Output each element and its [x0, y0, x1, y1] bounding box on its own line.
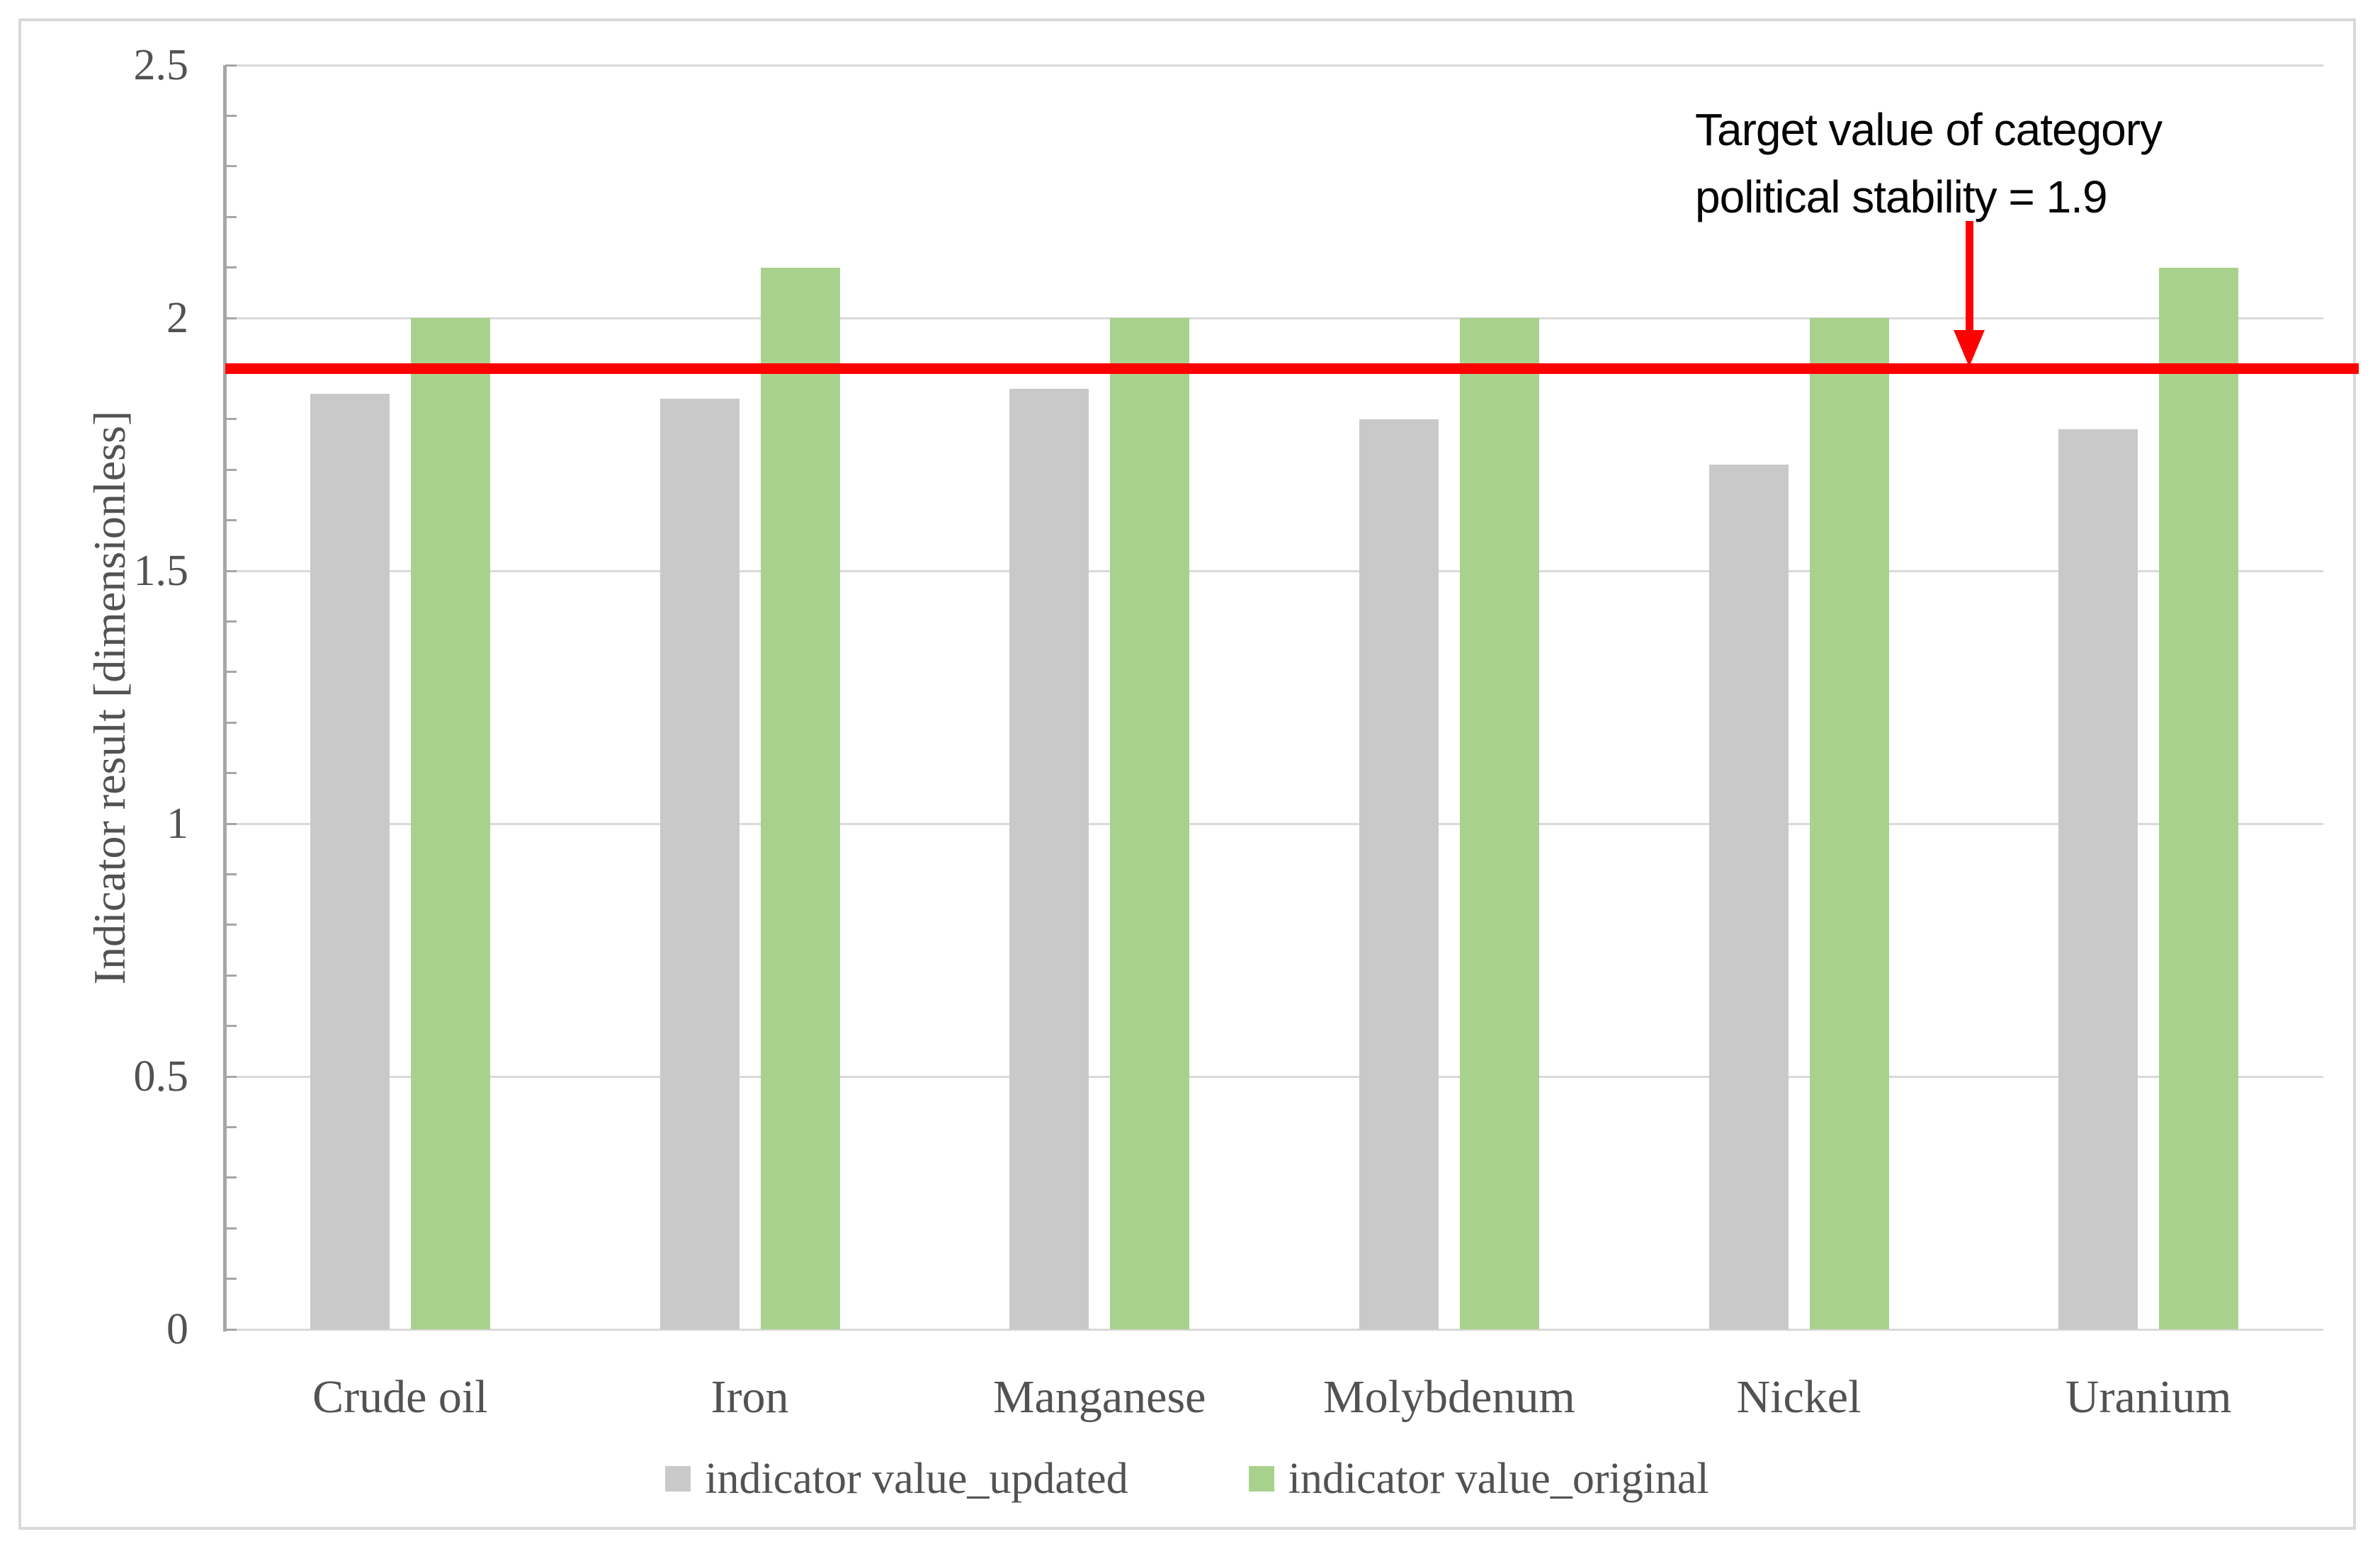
legend-swatch-original-icon: [1248, 1466, 1274, 1492]
bar-updated-manganese: [1009, 388, 1089, 1329]
bar-updated-nickel: [1708, 465, 1789, 1329]
category-label: Crude oil: [312, 1371, 488, 1423]
y-minor-tick: [225, 114, 237, 117]
y-tick-label: 1: [166, 800, 188, 848]
gridline: [225, 317, 2323, 319]
target-value-line: [225, 363, 2359, 375]
bar-updated-crude-oil: [310, 394, 390, 1329]
y-minor-tick: [225, 317, 237, 319]
y-minor-tick: [225, 1278, 237, 1280]
y-minor-tick: [225, 822, 237, 825]
gridline: [225, 569, 2323, 572]
bar-updated-iron: [659, 399, 740, 1329]
category-label: Iron: [710, 1371, 789, 1423]
y-minor-tick: [225, 418, 237, 421]
annotation-arrow-shaft: [1966, 221, 1973, 336]
y-minor-tick: [225, 873, 237, 875]
category-label: Nickel: [1736, 1371, 1862, 1423]
y-axis-title: Indicator result [dimensionless]: [84, 410, 135, 985]
annotation-line-1: Target value of category: [1695, 104, 2163, 155]
y-minor-tick: [225, 1176, 237, 1179]
y-tick-label: 0: [166, 1305, 188, 1353]
y-minor-tick: [225, 721, 237, 724]
y-minor-tick: [225, 620, 237, 623]
y-minor-tick: [225, 64, 237, 67]
y-minor-tick: [225, 569, 237, 572]
category-label: Uranium: [2065, 1371, 2232, 1423]
legend: indicator value_updated indicator value_…: [18, 1453, 2356, 1504]
y-tick-label: 2: [166, 294, 188, 342]
y-minor-tick: [225, 1328, 237, 1331]
y-minor-tick: [225, 772, 237, 775]
bar-updated-molybdenum: [1359, 419, 1439, 1329]
y-minor-tick: [225, 1025, 237, 1028]
legend-item-updated: indicator value_updated: [665, 1453, 1128, 1504]
bar-original-crude-oil: [410, 318, 490, 1329]
y-minor-tick: [225, 1125, 237, 1128]
y-minor-tick: [225, 974, 237, 977]
y-minor-tick: [225, 1075, 237, 1078]
bar-original-nickel: [1809, 318, 1889, 1329]
bar-original-molybdenum: [1459, 318, 1539, 1329]
legend-label-original: indicator value_original: [1288, 1455, 1709, 1503]
category-label: Molybdenum: [1323, 1371, 1575, 1423]
legend-item-original: indicator value_original: [1248, 1453, 1709, 1504]
y-minor-tick: [225, 215, 237, 218]
y-minor-tick: [225, 519, 237, 522]
bar-original-manganese: [1110, 318, 1190, 1329]
y-minor-tick: [225, 266, 237, 269]
y-minor-tick: [225, 924, 237, 926]
bar-updated-uranium: [2058, 429, 2138, 1329]
annotation-line-2: political stability = 1.9: [1695, 171, 2108, 222]
y-minor-tick: [225, 1227, 237, 1230]
y-tick-label: 2.5: [133, 41, 189, 89]
gridline: [225, 1328, 2323, 1331]
y-axis-line: [223, 65, 227, 1331]
y-tick-label: 0.5: [133, 1052, 189, 1101]
annotation-arrow-head-icon: [1954, 330, 1985, 367]
bar-original-uranium: [2159, 267, 2239, 1329]
category-label: Manganese: [992, 1371, 1206, 1423]
gridline: [225, 1075, 2323, 1078]
y-tick-label: 1.5: [133, 547, 189, 595]
bar-original-iron: [760, 267, 840, 1329]
legend-swatch-updated-icon: [665, 1466, 691, 1492]
gridline: [225, 822, 2323, 825]
y-minor-tick: [225, 165, 237, 168]
y-minor-tick: [225, 468, 237, 471]
y-minor-tick: [225, 671, 237, 674]
legend-label-updated: indicator value_updated: [705, 1455, 1128, 1503]
annotation-text: Target value of category political stabi…: [1695, 96, 2163, 231]
gridline: [225, 64, 2323, 67]
